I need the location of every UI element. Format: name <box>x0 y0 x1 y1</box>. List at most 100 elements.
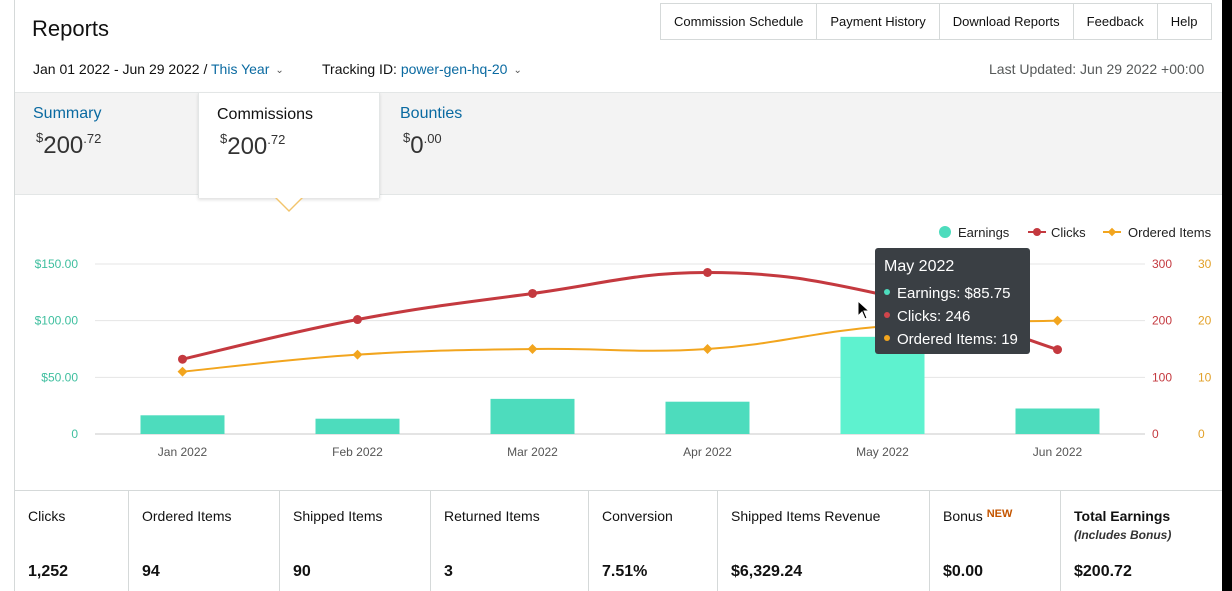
amount-dollars: 200 <box>43 132 84 159</box>
legend-clicks-label: Clicks <box>1051 225 1086 240</box>
chevron-down-icon[interactable]: ⌄ <box>275 65 284 76</box>
currency-symbol: $ <box>220 131 228 146</box>
clicks-dot-icon <box>884 312 890 319</box>
date-range-filter: Jan 01 2022 - Jun 29 2022 / This Year ⌄ <box>33 61 284 77</box>
amount-dollars: 200 <box>227 133 268 160</box>
summary-card-label[interactable]: Summary <box>33 105 102 122</box>
items-dot-icon <box>884 335 890 342</box>
clicks-point <box>178 354 187 364</box>
stat-bonus: Bonus NEW $0.00 <box>930 491 1061 591</box>
bounties-card-amount: $0.00 <box>403 130 442 160</box>
bounties-card[interactable]: Bounties $0.00 <box>384 92 567 198</box>
currency-symbol: $ <box>403 130 411 145</box>
ordered-items-point <box>352 349 363 360</box>
legend-earnings-label: Earnings <box>958 225 1010 240</box>
stat-label: Ordered Items <box>142 508 232 524</box>
amount-cents: .00 <box>423 131 442 146</box>
y-axis-items-tick: 30 <box>1198 257 1212 271</box>
clicks-point <box>1053 345 1062 355</box>
stat-total-earnings: Total Earnings (Includes Bonus) $200.72 <box>1061 491 1222 591</box>
tab-help[interactable]: Help <box>1157 3 1212 39</box>
earnings-bar <box>490 398 575 434</box>
commissions-card-amount: $200.72 <box>220 131 286 161</box>
stat-value: 94 <box>142 563 160 580</box>
tab-feedback[interactable]: Feedback <box>1073 3 1158 39</box>
stats-bar: Clicks 1,252 Ordered Items 94 Shipped It… <box>15 490 1222 591</box>
tooltip-title: May 2022 <box>884 258 955 275</box>
stat-label: Total Earnings <box>1074 508 1171 524</box>
summary-card[interactable]: Summary $200.72 <box>15 92 198 198</box>
commissions-card[interactable]: Commissions $200.72 <box>198 92 380 198</box>
earnings-bar <box>140 415 225 434</box>
stat-shipped-items: Shipped Items 90 <box>280 491 431 591</box>
x-axis-label: Feb 2022 <box>332 445 383 459</box>
y-axis-items-tick: 0 <box>1198 427 1205 441</box>
mouse-pointer-icon <box>857 300 871 320</box>
chevron-down-icon[interactable]: ⌄ <box>513 65 522 76</box>
tooltip-items: Ordered Items: 19 <box>897 331 1018 348</box>
bonus-label: Bonus <box>943 508 983 524</box>
tracking-label: Tracking ID: <box>322 61 397 77</box>
earnings-bar <box>1015 408 1100 434</box>
tooltip-earnings: Earnings: $85.75 <box>897 285 1011 302</box>
tab-payment-history[interactable]: Payment History <box>817 3 940 39</box>
y-axis-left-tick: 0 <box>71 427 78 441</box>
y-axis-clicks-tick: 300 <box>1152 257 1172 271</box>
stat-label: Conversion <box>602 508 673 524</box>
amount-cents: .72 <box>83 131 102 146</box>
ordered-items-point <box>527 344 538 354</box>
tracking-id-filter: Tracking ID: power-gen-hq-20 ⌄ <box>322 61 522 77</box>
stat-label: Shipped Items Revenue <box>731 508 881 524</box>
earnings-bar <box>315 418 400 434</box>
currency-symbol: $ <box>36 130 44 145</box>
tab-download-reports[interactable]: Download Reports <box>939 3 1074 39</box>
y-axis-clicks-tick: 200 <box>1152 314 1172 328</box>
x-axis-label: Jan 2022 <box>158 445 208 459</box>
x-axis-label: Jun 2022 <box>1033 445 1083 459</box>
bounties-card-label[interactable]: Bounties <box>400 105 463 122</box>
legend-earnings-swatch <box>939 226 951 238</box>
y-axis-left-tick: $150.00 <box>35 257 79 271</box>
y-axis-clicks-tick: 0 <box>1152 427 1159 441</box>
period-selector[interactable]: This Year <box>211 61 270 77</box>
y-axis-items-tick: 10 <box>1198 370 1212 384</box>
y-axis-clicks-tick: 100 <box>1152 370 1172 384</box>
commissions-card-label: Commissions <box>217 106 314 123</box>
x-axis-label: Mar 2022 <box>507 445 558 459</box>
earnings-chart[interactable]: 0 $50.00 $100.00 $150.00 0 100 200 300 0 10 20 30 Ja… <box>15 210 1222 480</box>
amount-cents: .72 <box>267 132 286 147</box>
stat-value: 3 <box>444 563 453 580</box>
tooltip-items-row: Ordered Items: 19 <box>884 328 1030 351</box>
earnings-dot-icon <box>884 289 890 296</box>
y-axis-left-tick: $100.00 <box>35 314 79 328</box>
clicks-point <box>703 268 712 277</box>
stat-value: 7.51% <box>602 563 648 580</box>
earnings-bar <box>665 401 750 434</box>
tab-commission-schedule[interactable]: Commission Schedule <box>661 3 818 39</box>
page-title: Reports <box>32 16 110 41</box>
y-axis-left-tick: $50.00 <box>41 370 78 384</box>
x-axis-label: May 2022 <box>856 445 909 459</box>
tracking-id-selector[interactable]: power-gen-hq-20 <box>400 61 508 77</box>
tooltip-clicks: Clicks: 246 <box>897 308 971 325</box>
page-border-left <box>14 0 15 591</box>
tooltip-clicks-row: Clicks: 246 <box>884 305 1030 328</box>
amount-dollars: 0 <box>410 132 424 159</box>
tooltip-earnings-row: Earnings: $85.75 <box>884 282 1030 305</box>
top-nav-tabs: Commission Schedule Payment History Down… <box>660 3 1212 40</box>
legend-clicks-marker <box>1033 228 1041 236</box>
stat-label: Returned Items <box>444 508 540 524</box>
legend-items-marker <box>1107 227 1117 237</box>
legend-items-label: Ordered Items <box>1128 225 1212 240</box>
active-card-caret-fill <box>277 198 301 210</box>
chart-tooltip: May 2022 Earnings: $85.75 Clicks: 246 Or… <box>875 248 1030 354</box>
window-edge <box>1222 0 1232 591</box>
summary-card-amount: $200.72 <box>36 130 102 160</box>
stat-value: $6,329.24 <box>731 563 803 580</box>
stat-value: $0.00 <box>943 563 984 580</box>
stat-label: Shipped Items <box>293 508 383 524</box>
ordered-items-point <box>1052 315 1063 326</box>
last-updated: Last Updated: Jun 29 2022 +00:00 <box>989 61 1205 77</box>
stat-value: 90 <box>293 563 311 580</box>
stat-value: $200.72 <box>1074 563 1132 580</box>
